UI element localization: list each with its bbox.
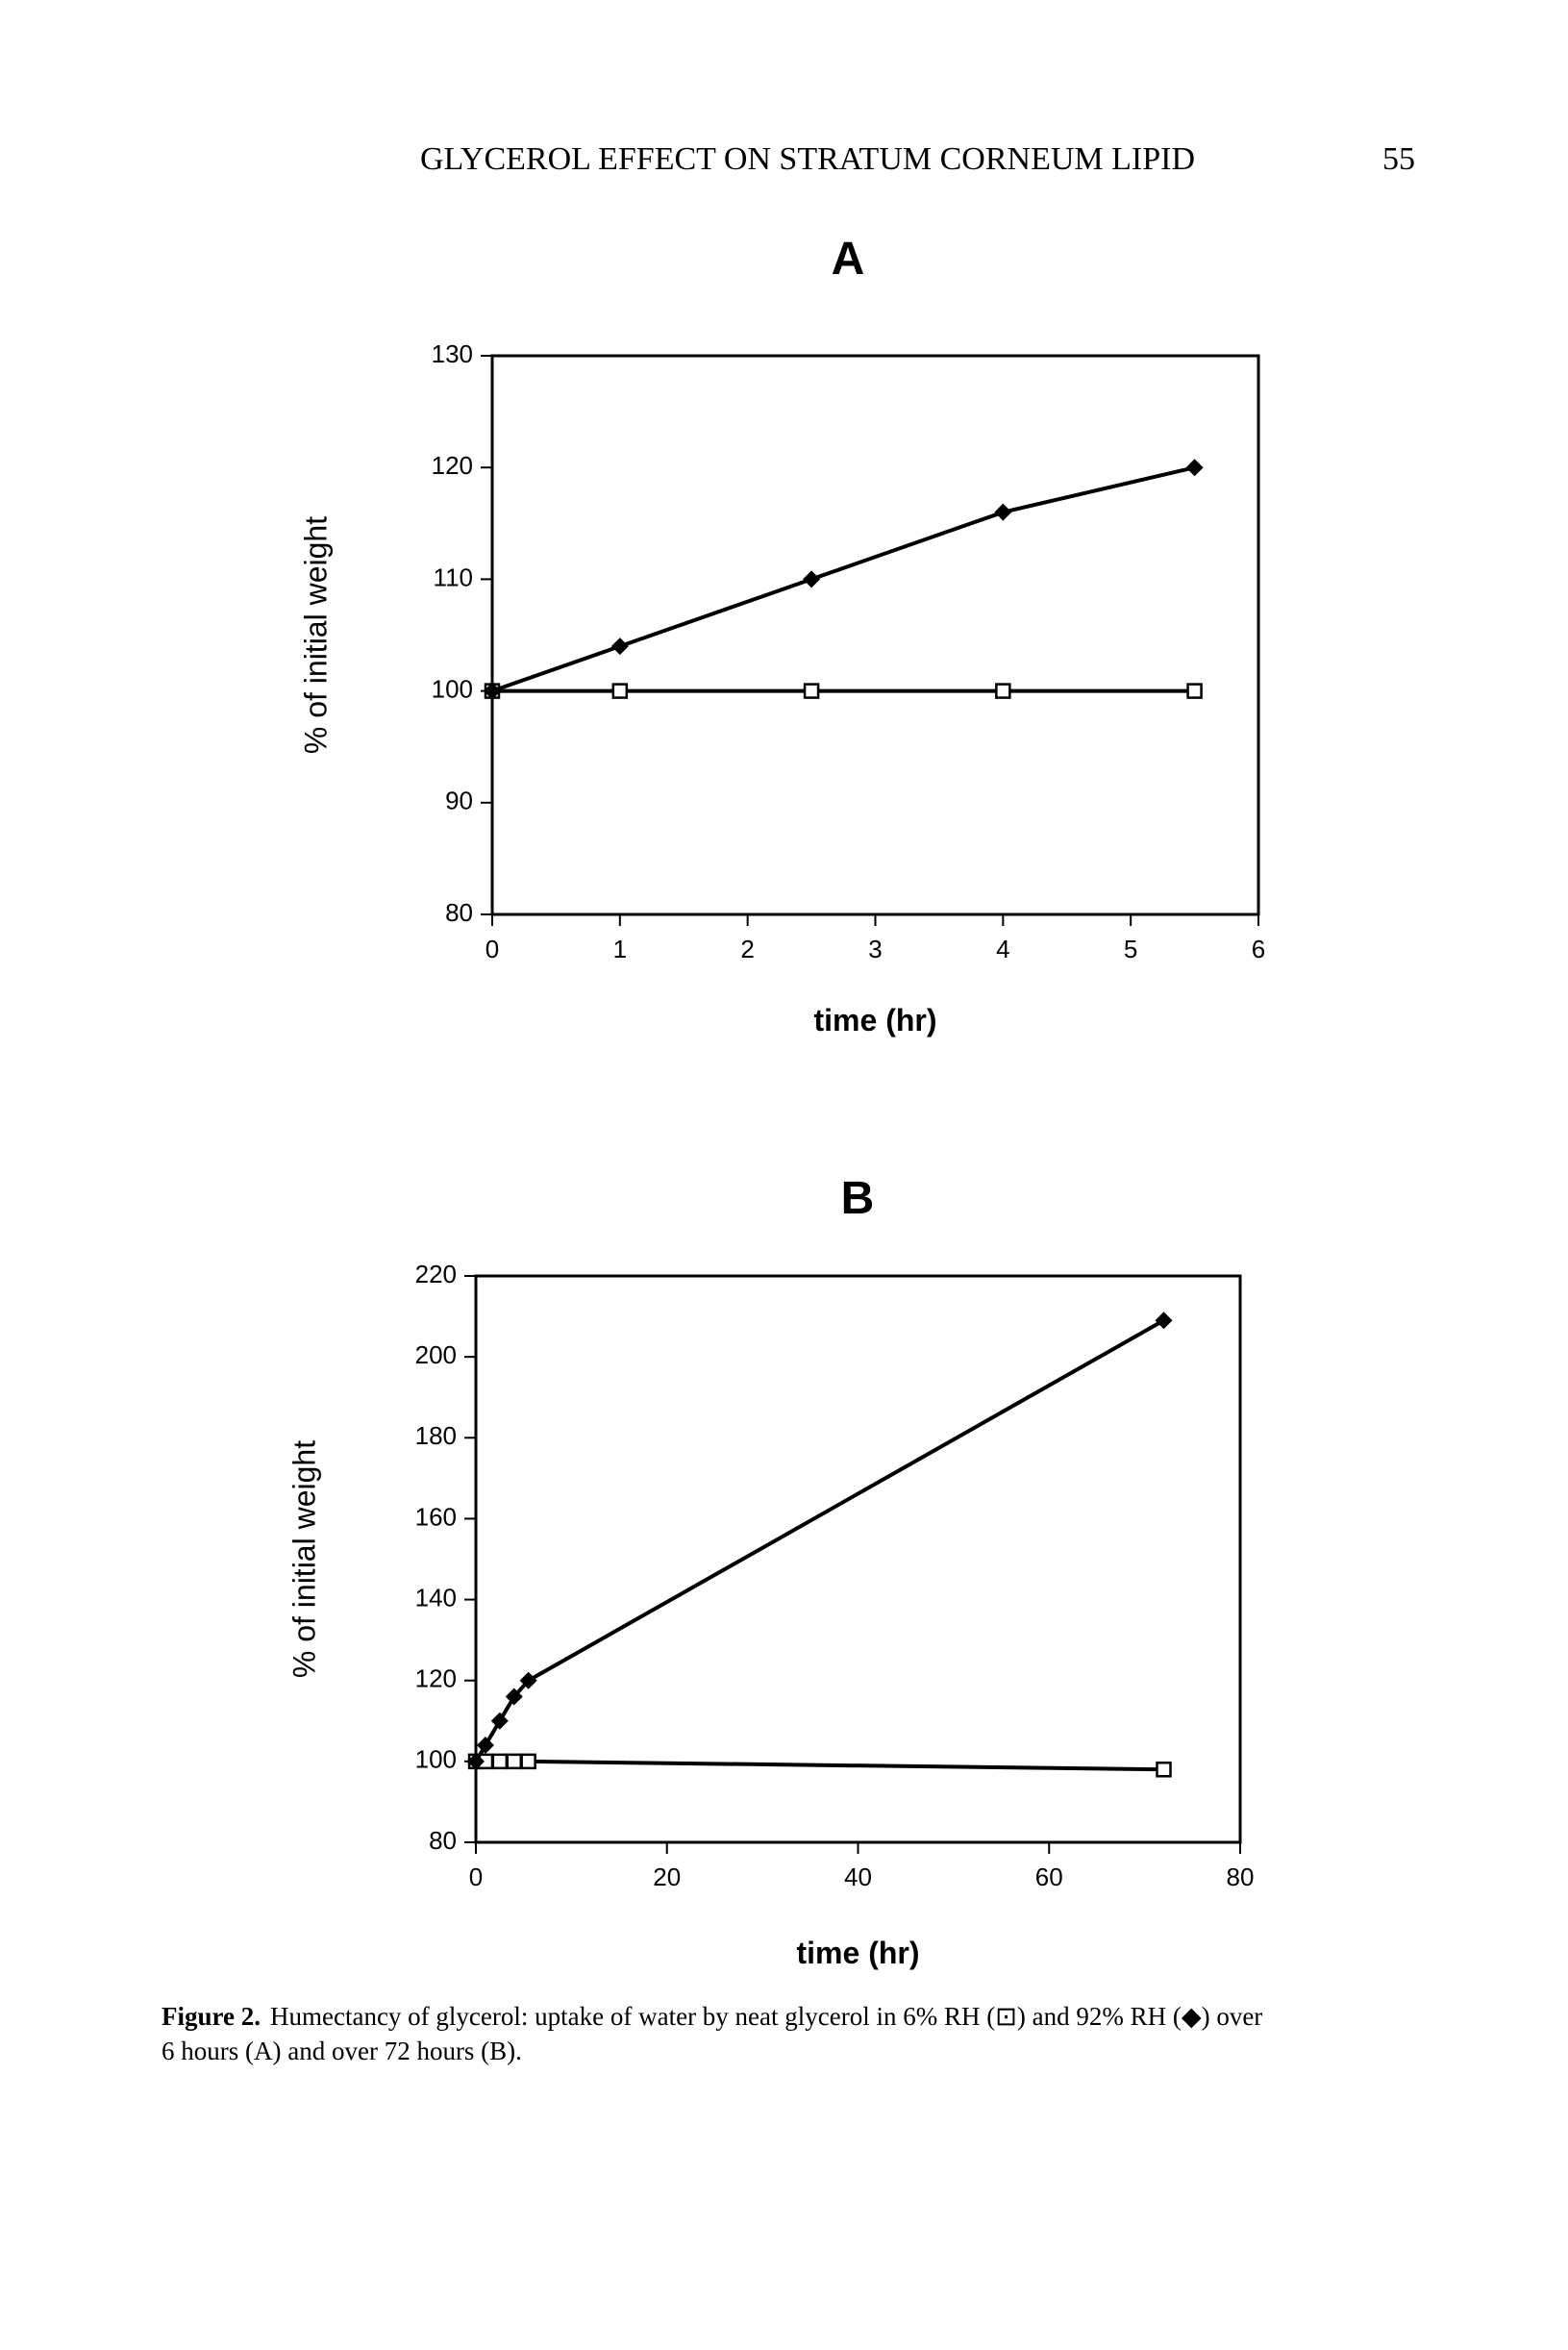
x-axis-label: time (hr) [814, 1003, 937, 1038]
caption-line: 6 hours (A) and over 72 hours (B). [162, 2037, 522, 2065]
x-tick-label: 20 [653, 1862, 681, 1891]
y-tick-label: 220 [415, 1260, 457, 1288]
y-tick-label: 80 [445, 898, 473, 927]
y-tick-label: 180 [415, 1421, 457, 1450]
plot-frame [474, 1274, 1242, 1844]
diamond-marker [610, 638, 629, 656]
diamond-marker [476, 1737, 494, 1755]
y-tick-label: 140 [415, 1583, 457, 1612]
y-tick-label: 120 [432, 451, 473, 480]
y-tick-label: 120 [415, 1664, 457, 1693]
series-line [491, 465, 1196, 693]
page-number: 55 [1382, 141, 1415, 177]
x-tick-label: 0 [469, 1862, 483, 1891]
series-line [476, 1759, 1164, 1772]
x-tick-label: 4 [996, 935, 1009, 963]
chart-title: A [832, 234, 865, 285]
series-line [474, 1318, 1165, 1762]
y-axis-label: % of initial weight [286, 1440, 321, 1678]
x-tick-label: 5 [1124, 935, 1137, 963]
square-marker [803, 683, 820, 699]
x-tick-label: 6 [1252, 935, 1265, 963]
x-tick-label: 3 [868, 935, 882, 963]
diamond-marker [803, 570, 821, 588]
y-tick-label: 80 [429, 1826, 457, 1855]
diamond-marker [1185, 459, 1204, 477]
caption: Figure 2. Humectancy of glycerol: uptake … [162, 2002, 1262, 2031]
x-tick-label: 60 [1035, 1862, 1063, 1891]
diamond-marker [505, 1688, 523, 1706]
x-axis-label: time (hr) [797, 1936, 920, 1970]
diamond-marker [994, 503, 1012, 521]
diamond-marker [467, 1752, 485, 1770]
x-tick-label: 1 [613, 935, 627, 963]
square-marker [995, 683, 1011, 699]
plot-frame [490, 354, 1260, 916]
square-marker [506, 1753, 522, 1770]
square-marker [1186, 683, 1203, 699]
diamond-marker [490, 1712, 509, 1730]
y-tick-label: 100 [432, 674, 473, 703]
diamond-marker [484, 682, 501, 700]
square-marker [491, 1753, 509, 1770]
y-tick-label: 160 [415, 1502, 457, 1531]
x-tick-label: 40 [844, 1862, 872, 1891]
y-tick-label: 200 [415, 1340, 457, 1369]
caption-line: Humectancy of glycerol: uptake of water … [270, 2002, 1262, 2031]
y-axis-label: % of initial weight [298, 516, 333, 754]
x-tick-label: 0 [485, 935, 499, 963]
diamond-marker [519, 1671, 537, 1689]
square-marker [611, 683, 629, 699]
y-tick-label: 110 [434, 562, 473, 591]
square-marker [1156, 1762, 1172, 1778]
y-tick-label: 100 [415, 1745, 457, 1774]
diamond-marker [1155, 1312, 1173, 1330]
square-marker [520, 1753, 536, 1770]
caption-label: Figure 2. [162, 2002, 261, 2031]
running-header: GLYCEROL EFFECT ON STRATUM CORNEUM LIPID [420, 141, 1195, 177]
y-tick-label: 130 [432, 339, 473, 368]
chart-title: B [841, 1173, 875, 1224]
x-tick-label: 2 [740, 935, 754, 963]
y-tick-label: 90 [445, 787, 473, 815]
x-tick-label: 80 [1227, 1862, 1255, 1891]
